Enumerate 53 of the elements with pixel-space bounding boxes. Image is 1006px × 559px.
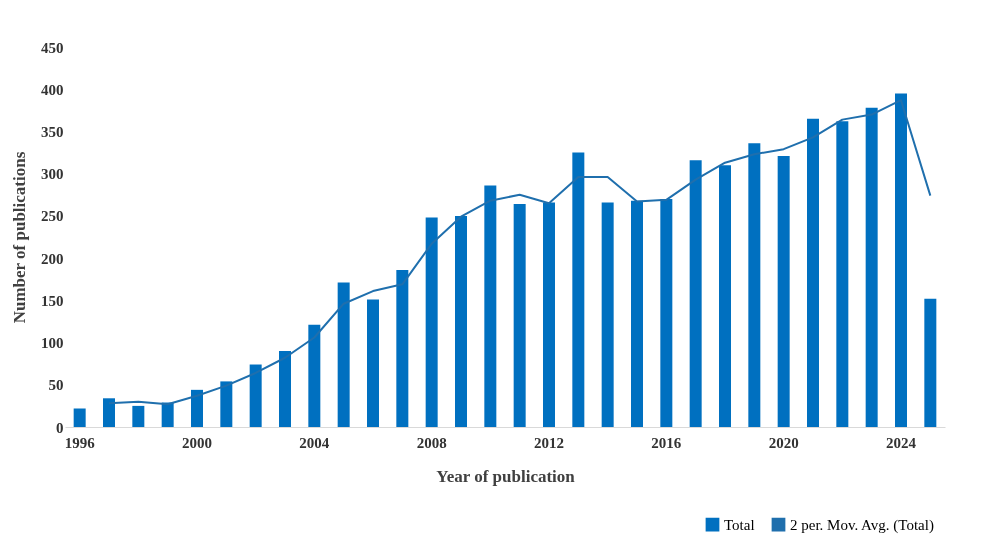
legend-label: Total [724,516,755,533]
x-tick-label: 1996 [64,434,96,451]
bar [689,160,702,427]
y-tick-label: 250 [41,208,64,225]
bar [895,93,907,427]
x-tick-label: 2000 [182,434,212,451]
bar [513,204,526,427]
bar [308,324,321,427]
y-tick-label: 400 [41,81,64,98]
y-tick-label: 100 [41,335,64,352]
y-tick-label: 50 [48,377,64,394]
bar [807,118,819,427]
bar [396,269,409,427]
x-tick-label: 2020 [768,434,799,451]
bar [425,217,438,427]
legend-label: 2 per. Mov. Avg. (Total) [790,516,934,534]
y-axis-title: Number of publications [10,151,29,324]
bar [161,402,174,427]
x-tick-label: 2016 [651,434,682,451]
bar [924,298,937,427]
y-tick-label: 450 [41,39,64,56]
x-tick-label: 2008 [416,434,447,451]
bar [279,351,291,427]
bar [631,200,643,427]
y-tick-label: 300 [41,166,64,183]
x-tick-label: 2024 [886,434,917,451]
x-tick-label: 2004 [299,434,330,451]
bar [572,152,585,427]
y-tick-label: 350 [41,123,64,140]
bar [777,155,790,427]
bar [103,398,115,427]
y-tick-label: 0 [56,419,64,436]
bar [543,202,555,427]
bar [73,408,86,427]
bar [337,282,350,427]
bar [601,202,614,427]
bar [132,405,145,427]
line-series [108,99,932,406]
bar [484,185,497,427]
y-tick-label: 200 [41,250,64,267]
bar [220,381,233,427]
bar [719,165,731,427]
y-tick-label: 150 [41,292,64,309]
bar [865,107,878,427]
bar [191,389,203,427]
bar [455,215,467,427]
x-tick-label: 2012 [534,434,564,451]
bar [748,143,761,427]
x-axis-title: Year of publication [436,466,576,486]
bar [660,199,673,427]
bar [836,121,849,427]
bar [249,364,262,427]
bar [367,299,379,427]
